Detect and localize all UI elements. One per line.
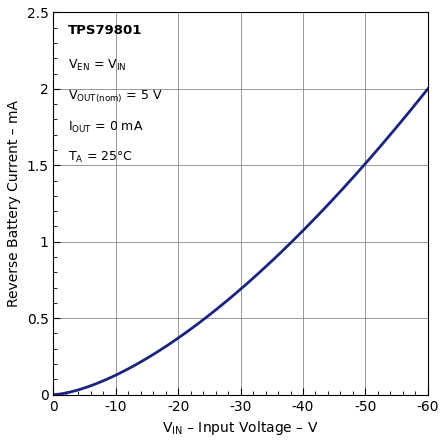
Text: $\mathregular{T_A}$ = 25°C: $\mathregular{T_A}$ = 25°C (68, 150, 133, 165)
Text: $\mathregular{V_{EN}}$ = $\mathregular{V_{IN}}$: $\mathregular{V_{EN}}$ = $\mathregular{V… (68, 58, 127, 73)
Text: TPS79801: TPS79801 (68, 24, 143, 37)
Y-axis label: Reverse Battery Current – mA: Reverse Battery Current – mA (7, 100, 21, 307)
Text: $\mathregular{V_{OUT(nom)}}$ = 5 V: $\mathregular{V_{OUT(nom)}}$ = 5 V (68, 89, 163, 105)
X-axis label: $\mathregular{V_{IN}}$ – Input Voltage – V: $\mathregular{V_{IN}}$ – Input Voltage –… (162, 419, 319, 437)
Text: $\mathregular{I_{OUT}}$ = 0 mA: $\mathregular{I_{OUT}}$ = 0 mA (68, 119, 144, 135)
